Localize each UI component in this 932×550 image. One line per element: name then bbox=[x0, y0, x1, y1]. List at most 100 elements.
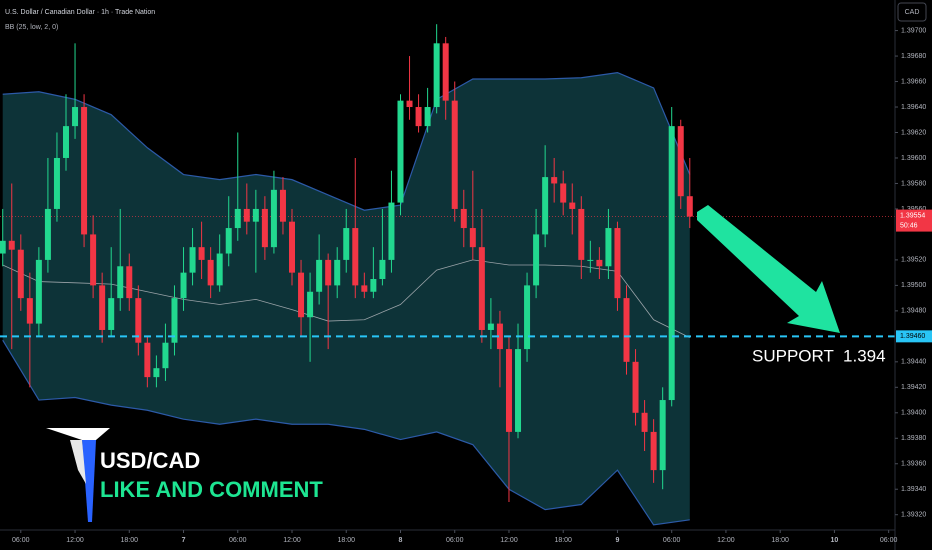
candle-body bbox=[478, 247, 485, 330]
x-tick-label: 06:00 bbox=[663, 537, 681, 544]
candle-body bbox=[406, 100, 413, 108]
y-tick-label: 1.39560 bbox=[901, 206, 926, 213]
x-tick-label: 06:00 bbox=[880, 537, 898, 544]
candle-body bbox=[505, 349, 512, 432]
candle-body bbox=[614, 228, 621, 299]
candle-body bbox=[162, 342, 169, 369]
y-tick-label: 1.39360 bbox=[901, 461, 926, 468]
candle-body bbox=[587, 259, 594, 261]
logo-stem bbox=[82, 440, 96, 522]
candle-body bbox=[90, 234, 97, 286]
candle-body bbox=[189, 247, 196, 273]
candle-body bbox=[252, 208, 259, 222]
y-tick-label: 1.39420 bbox=[901, 384, 926, 391]
candle-body bbox=[216, 253, 223, 286]
candle-body bbox=[424, 107, 431, 127]
candle-body bbox=[469, 228, 476, 248]
candle-body bbox=[487, 323, 494, 330]
candle-body bbox=[370, 279, 377, 292]
candle-body bbox=[171, 298, 178, 343]
candle-body bbox=[659, 400, 666, 471]
x-tick-label: 10 bbox=[831, 537, 839, 544]
logo bbox=[46, 428, 110, 522]
candle-body bbox=[207, 259, 214, 286]
x-tick-label: 7 bbox=[182, 537, 186, 544]
candle-body bbox=[632, 361, 639, 413]
candle-body bbox=[397, 100, 404, 203]
currency-box bbox=[897, 2, 927, 22]
candle-body bbox=[415, 107, 422, 127]
candle-body bbox=[0, 240, 6, 254]
candle-body bbox=[62, 126, 69, 158]
candle-body bbox=[451, 100, 458, 209]
candle-body bbox=[686, 196, 693, 217]
candle-body bbox=[198, 247, 205, 260]
last-price-box bbox=[896, 209, 932, 232]
x-tick-label: 18:00 bbox=[554, 537, 572, 544]
candle-body bbox=[352, 228, 359, 286]
countdown-label: 50:46 bbox=[900, 222, 918, 229]
y-tick-label: 1.39400 bbox=[901, 410, 926, 417]
candle-body bbox=[605, 228, 612, 267]
x-axis-panel bbox=[0, 530, 895, 550]
logo-stem-left bbox=[70, 440, 86, 484]
y-tick-label: 1.39700 bbox=[901, 27, 926, 34]
candle-body bbox=[578, 208, 585, 260]
y-tick-label: 1.39320 bbox=[901, 512, 926, 519]
candle-body bbox=[442, 43, 449, 101]
y-tick-label: 1.39520 bbox=[901, 257, 926, 264]
candle-body bbox=[560, 183, 567, 203]
candle-body bbox=[298, 272, 305, 318]
candle-body bbox=[234, 208, 241, 229]
candle-body bbox=[524, 285, 531, 350]
candle-body bbox=[72, 107, 79, 127]
x-tick-label: 18:00 bbox=[121, 537, 139, 544]
candle-body bbox=[496, 323, 503, 350]
candle-body bbox=[17, 249, 24, 299]
y-tick-label: 1.39680 bbox=[901, 53, 926, 60]
y-tick-label: 1.39500 bbox=[901, 282, 926, 289]
candle-body bbox=[279, 189, 286, 222]
candle-body bbox=[108, 298, 115, 330]
support-text: SUPPORT 1.394 bbox=[752, 346, 886, 365]
candle-body bbox=[289, 221, 296, 273]
candle-body bbox=[533, 234, 540, 286]
x-tick-label: 12:00 bbox=[66, 537, 84, 544]
y-axis-panel bbox=[895, 0, 932, 550]
y-tick-label: 1.39660 bbox=[901, 78, 926, 85]
band-upper bbox=[2, 72, 691, 211]
candle-body bbox=[44, 208, 51, 260]
candle-body bbox=[433, 43, 440, 108]
candle-body bbox=[243, 208, 250, 222]
candle-body bbox=[8, 240, 15, 250]
candle-body bbox=[569, 202, 576, 209]
candle-body bbox=[153, 368, 160, 378]
y-tick-label: 1.39580 bbox=[901, 180, 926, 187]
arrow bbox=[697, 205, 840, 333]
candle-body bbox=[225, 228, 232, 254]
x-tick-label: 12:00 bbox=[283, 537, 301, 544]
logo-pair: USD/CAD bbox=[100, 448, 200, 473]
candle-body bbox=[515, 349, 522, 432]
candle-body bbox=[270, 189, 277, 248]
candle-body bbox=[99, 285, 106, 330]
candle-body bbox=[117, 266, 124, 299]
candle-body bbox=[361, 285, 368, 292]
x-tick-label: 9 bbox=[616, 537, 620, 544]
y-tick-label: 1.39480 bbox=[901, 308, 926, 315]
candle-body bbox=[26, 298, 33, 324]
candle-body bbox=[126, 266, 133, 299]
candle-body bbox=[677, 126, 684, 197]
candle-body bbox=[542, 177, 549, 235]
candle-body bbox=[650, 431, 657, 471]
candle-body bbox=[316, 259, 323, 292]
candle-body bbox=[388, 202, 395, 260]
candle-body bbox=[343, 228, 350, 260]
candle-body bbox=[307, 291, 314, 318]
candle-body bbox=[180, 272, 187, 299]
candle-body bbox=[325, 259, 332, 286]
candle-body bbox=[623, 298, 630, 362]
